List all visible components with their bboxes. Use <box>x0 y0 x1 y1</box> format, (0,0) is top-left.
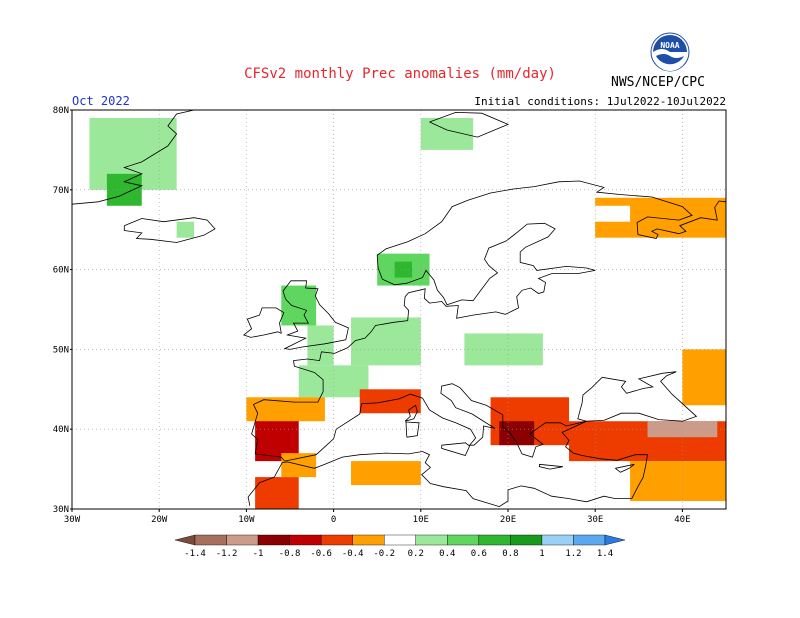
coastline <box>282 280 349 350</box>
coastline <box>441 442 471 456</box>
lat-label: 60N <box>53 266 69 276</box>
noaa-logo: NOAA <box>650 32 690 72</box>
anomaly-cell <box>499 421 535 446</box>
colorbar-label: -1.2 <box>216 549 238 559</box>
anomaly-cell <box>351 461 421 486</box>
anomaly-cell <box>551 173 639 190</box>
coastline <box>242 307 285 338</box>
anomaly-cell <box>595 205 631 222</box>
lat-label: 50N <box>53 345 69 355</box>
lon-label: 10W <box>238 515 255 525</box>
coastline <box>251 180 726 454</box>
colorbar-label: -0.2 <box>373 549 395 559</box>
colorbar-label: 0.4 <box>439 549 455 559</box>
anomaly-cell <box>682 349 726 406</box>
anomaly-cell <box>438 485 465 502</box>
lon-label: 20E <box>500 515 516 525</box>
colorbar-label: -0.4 <box>342 549 364 559</box>
coastline <box>255 371 698 499</box>
svg-text:NOAA: NOAA <box>660 41 679 50</box>
anomaly-cell <box>464 333 543 366</box>
anomaly-cell <box>246 397 325 422</box>
colorbar-label: -0.6 <box>310 549 332 559</box>
colorbar-swatch <box>257 534 290 546</box>
colorbar-label: 1 <box>539 549 544 559</box>
anomaly-cell <box>647 421 718 438</box>
coastline <box>123 217 216 243</box>
lat-label: 30N <box>53 505 69 515</box>
colorbar-swatch <box>320 534 353 546</box>
lat-label: 40N <box>53 425 69 435</box>
colorbar-swatch <box>541 534 574 546</box>
colorbar-swatch <box>573 534 606 546</box>
anomaly-cell <box>281 453 317 478</box>
colorbar-label: -0.8 <box>279 549 301 559</box>
colorbar-swatch <box>226 534 259 546</box>
lat-label: 70N <box>53 186 69 196</box>
colorbar-swatch <box>352 534 385 546</box>
anomaly-cell <box>255 477 299 509</box>
colorbar-label: 0.2 <box>408 549 424 559</box>
colorbar-swatch <box>478 534 511 546</box>
lon-label: 40E <box>674 515 690 525</box>
initial-conditions: Initial conditions: 1Jul2022-10Jul2022 <box>474 95 726 108</box>
coastline <box>615 463 635 473</box>
lon-label: 30W <box>64 515 81 525</box>
colorbar-label: -1.4 <box>184 549 206 559</box>
chart-title: CFSv2 monthly Prec anomalies (mm/day) <box>244 66 556 82</box>
colorbar-label: 0.8 <box>502 549 518 559</box>
forecast-month: Oct 2022 <box>72 94 130 108</box>
coastline <box>404 404 418 422</box>
colorbar-label: -1 <box>253 549 264 559</box>
colorbar-label: 1.2 <box>565 549 581 559</box>
colorbar-swatch <box>289 534 322 546</box>
anomaly-cell <box>359 389 421 414</box>
colorbar-swatch <box>194 534 227 546</box>
lon-label: 10E <box>413 515 429 525</box>
coastline <box>429 111 510 138</box>
lat-label: 80N <box>53 106 69 116</box>
org-label: NWS/NCEP/CPC <box>611 75 705 90</box>
map-frame <box>71 109 727 510</box>
anomaly-cell <box>394 261 413 278</box>
coastline <box>72 110 195 205</box>
colorbar-swatch <box>510 534 543 546</box>
anomaly-cell <box>351 317 421 366</box>
colorbar: -1.4 -1.2 -1 -0.8 -0.6 -0.4 -0.2 0.2 0.4 0.6 0.8 1 1… <box>174 534 626 559</box>
anomaly-cell <box>630 461 726 502</box>
colorbar-swatch <box>604 534 626 546</box>
lon-label: 30E <box>587 515 603 525</box>
anomaly-cell <box>176 221 195 238</box>
lon-label: 0 <box>331 515 336 525</box>
coastline <box>539 463 563 470</box>
noaa-logo-icon: NOAA <box>650 32 690 72</box>
colorbar-swatch <box>384 534 416 546</box>
colorbar-swatch <box>174 534 196 546</box>
lon-label: 20W <box>151 515 168 525</box>
colorbar-swatch <box>415 534 448 546</box>
colorbar-label: 1.4 <box>597 549 613 559</box>
colorbar-label: 0.6 <box>471 549 487 559</box>
coastline <box>405 421 420 438</box>
colorbar-swatch <box>447 534 480 546</box>
anomaly-cell <box>281 285 317 326</box>
coastline <box>247 451 632 508</box>
